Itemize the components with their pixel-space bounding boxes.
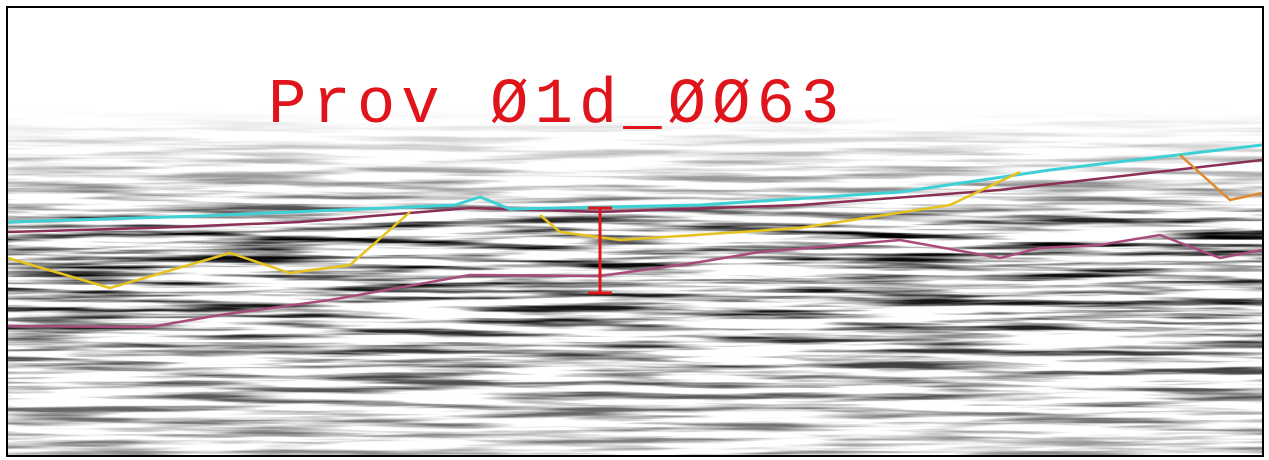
seismic-texture xyxy=(8,110,1262,455)
profile-title: Prov Ø1d_ØØ63 xyxy=(268,70,845,142)
page: Prov Ø1d_ØØ63 (() => { const data = JSON… xyxy=(0,0,1269,460)
profile-view: Prov Ø1d_ØØ63 xyxy=(0,0,1269,460)
reflection-noise xyxy=(8,110,1262,455)
